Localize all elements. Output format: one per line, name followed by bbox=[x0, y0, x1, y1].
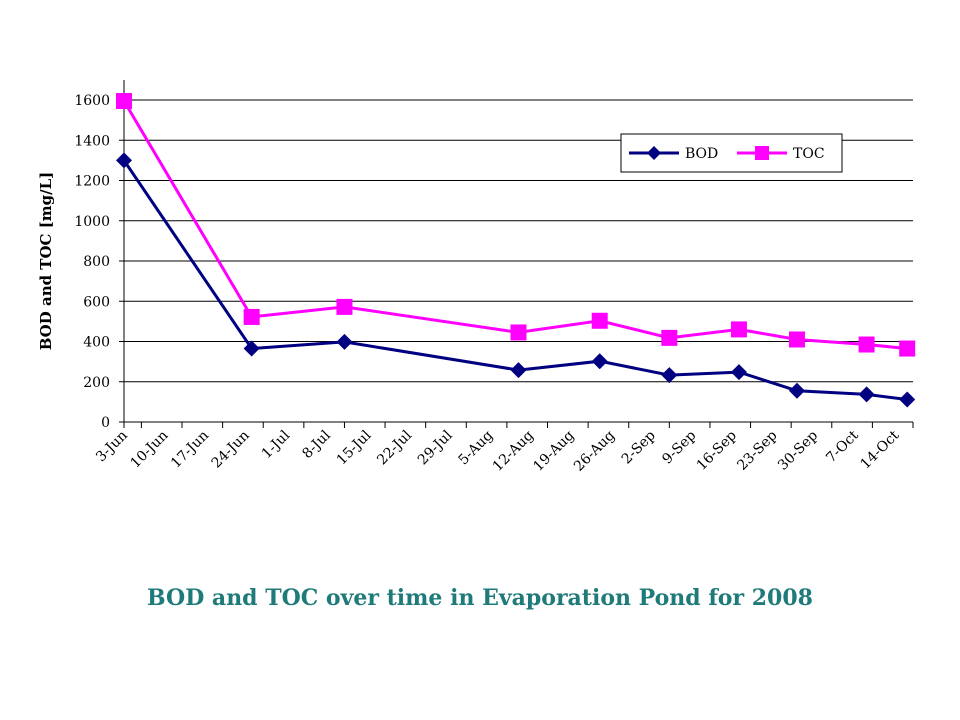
y-tick-label: 1400 bbox=[74, 133, 110, 149]
line-chart: 0 200 400 600 800 1000 1200 1400 1600 3-Jun10-Ju… bbox=[37, 80, 916, 475]
y-tick-label: 1200 bbox=[74, 174, 110, 190]
data-point-bod bbox=[858, 386, 875, 403]
series-toc bbox=[116, 93, 916, 357]
x-tick-label: 23-Sep bbox=[734, 427, 780, 473]
y-tick-labels: 0 200 400 600 800 1000 1200 1400 1600 bbox=[74, 93, 110, 431]
x-tick-label: 7-Oct bbox=[823, 427, 862, 466]
data-point-bod bbox=[899, 391, 916, 408]
data-point-bod bbox=[591, 353, 608, 370]
series-line-bod bbox=[122, 159, 908, 401]
x-tick-label: 17-Jun bbox=[168, 428, 212, 472]
x-tick-label: 16-Sep bbox=[694, 427, 740, 473]
data-point-toc bbox=[858, 336, 875, 353]
y-tick-label: 800 bbox=[83, 254, 110, 270]
data-point-toc bbox=[510, 324, 527, 341]
x-tick-label: 19-Aug bbox=[530, 427, 577, 474]
x-tick-label: 10-Jun bbox=[127, 428, 171, 472]
series-bod bbox=[116, 152, 916, 408]
data-point-toc bbox=[730, 321, 747, 338]
data-point-bod bbox=[510, 362, 527, 379]
legend-toc-marker bbox=[755, 146, 769, 160]
x-tick-label: 24-Jun bbox=[209, 428, 253, 472]
y-axis-label: BOD and TOC [mg/L] bbox=[37, 172, 55, 351]
data-point-bod bbox=[116, 152, 132, 169]
data-point-bod bbox=[336, 333, 353, 350]
x-tick-label: 8-Jul bbox=[299, 427, 334, 462]
x-tick-label: 22-Jul bbox=[374, 427, 415, 468]
x-tick-label: 1-Jul bbox=[259, 427, 294, 462]
legend-bod-label: BOD bbox=[685, 146, 718, 162]
x-tick-label: 2-Sep bbox=[619, 427, 659, 467]
data-point-toc bbox=[591, 312, 608, 329]
data-point-toc bbox=[336, 298, 353, 315]
data-point-toc bbox=[788, 331, 805, 348]
data-point-bod bbox=[661, 367, 678, 384]
y-tick-label: 600 bbox=[83, 294, 110, 310]
x-tick-label: 14-Oct bbox=[858, 427, 903, 472]
legend-toc-label: TOC bbox=[793, 146, 825, 162]
series bbox=[116, 93, 916, 408]
data-point-toc bbox=[116, 93, 132, 110]
y-tick-label: 400 bbox=[83, 335, 110, 351]
series-line-toc bbox=[122, 100, 908, 350]
x-tick-label: 3-Jun bbox=[93, 428, 131, 466]
axes bbox=[119, 80, 914, 428]
y-tick-label: 1600 bbox=[74, 93, 110, 109]
x-tick-label: 29-Jul bbox=[415, 427, 456, 468]
x-tick-label: 26-Aug bbox=[571, 427, 618, 474]
y-tick-label: 0 bbox=[101, 415, 110, 431]
x-tick-label: 30-Sep bbox=[775, 427, 821, 473]
gridlines bbox=[124, 99, 913, 383]
data-point-bod bbox=[243, 340, 260, 357]
data-point-bod bbox=[730, 364, 747, 381]
data-point-toc bbox=[661, 329, 678, 346]
x-tick-label: 12-Aug bbox=[490, 427, 537, 474]
legend-bod-marker bbox=[647, 146, 661, 160]
data-point-toc bbox=[243, 308, 260, 325]
x-tick-label: 15-Jul bbox=[334, 427, 375, 468]
data-point-bod bbox=[788, 382, 805, 399]
y-tick-label: 1000 bbox=[74, 214, 110, 230]
data-point-toc bbox=[899, 340, 916, 357]
legend: BOD TOC bbox=[620, 133, 843, 173]
y-tick-label: 200 bbox=[83, 375, 110, 391]
chart-title: BOD and TOC over time in Evaporation Pon… bbox=[147, 585, 813, 611]
